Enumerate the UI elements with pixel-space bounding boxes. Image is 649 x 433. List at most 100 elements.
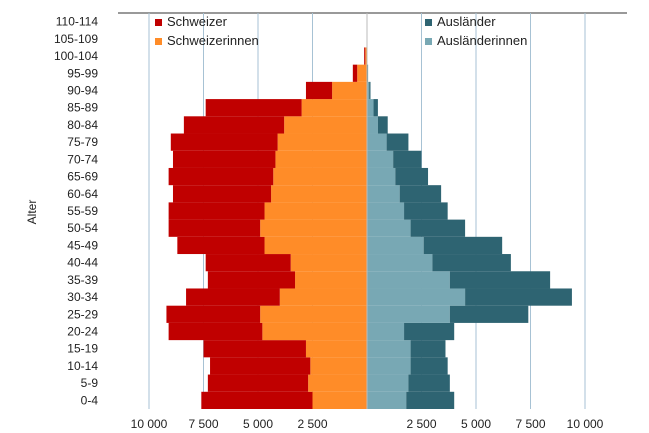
bar-auslaender-55-59 xyxy=(404,202,448,220)
bar-schweizer-15-19 xyxy=(203,340,306,358)
bar-auslaender-30-34 xyxy=(465,288,572,306)
bar-schweizerinnen-95-99 xyxy=(357,64,367,82)
legend-label: Ausländerinnen xyxy=(437,33,527,48)
bar-auslaender-80-84 xyxy=(377,116,388,134)
age-label: 95-99 xyxy=(67,66,98,80)
bar-auslaender-5-9 xyxy=(408,374,450,392)
bar-auslaenderinnen-5-9 xyxy=(367,374,409,392)
x-tick-labels: 10 000 7 500 5 000 2 500 2 500 5 000 7 500 10 0… xyxy=(131,417,604,431)
bar-auslaenderinnen-50-54 xyxy=(367,219,411,237)
bar-schweizerinnen-65-69 xyxy=(273,167,367,186)
bar-auslaenderinnen-75-79 xyxy=(367,133,387,151)
bar-schweizer-10-14 xyxy=(210,357,311,375)
age-label: 40-44 xyxy=(67,256,98,270)
age-label: 20-24 xyxy=(67,325,98,339)
bar-auslaenderinnen-30-34 xyxy=(367,288,466,306)
bar-schweizer-75-79 xyxy=(170,133,278,151)
age-label: 0-4 xyxy=(81,393,99,407)
bar-schweizerinnen-75-79 xyxy=(277,133,367,151)
bar-schweizerinnen-0-4 xyxy=(312,391,367,409)
bar-schweizerinnen-90-94 xyxy=(332,81,367,100)
bar-schweizerinnen-20-24 xyxy=(262,322,367,341)
bar-schweizerinnen-15-19 xyxy=(305,340,367,358)
age-label: 105-109 xyxy=(54,32,98,46)
x-tick-label: 2 500 xyxy=(406,417,436,431)
bar-schweizer-40-44 xyxy=(205,254,291,272)
bar-schweizer-70-74 xyxy=(172,150,276,168)
bar-schweizerinnen-30-34 xyxy=(279,288,367,306)
legend-swatch xyxy=(425,19,432,26)
bar-schweizer-35-39 xyxy=(207,271,296,289)
bar-schweizerinnen-85-89 xyxy=(301,99,367,117)
bar-auslaenderinnen-25-29 xyxy=(367,305,450,323)
x-tick-label: 7 500 xyxy=(515,417,545,431)
legend-label: Schweizerinnen xyxy=(167,33,259,48)
bar-schweizer-25-29 xyxy=(166,305,261,323)
bar-schweizer-80-84 xyxy=(183,116,285,134)
bar-schweizer-60-64 xyxy=(172,185,272,203)
age-label: 65-69 xyxy=(67,170,98,184)
legend-label: Schweizer xyxy=(167,14,228,29)
x-tick-label: 10 000 xyxy=(567,417,604,431)
bar-auslaender-45-49 xyxy=(423,236,503,255)
bar-schweizerinnen-70-74 xyxy=(275,150,367,168)
bar-schweizer-0-4 xyxy=(201,391,313,409)
legend-swatch xyxy=(155,38,162,45)
bar-schweizerinnen-35-39 xyxy=(295,271,367,289)
bar-auslaender-70-74 xyxy=(393,150,422,168)
bar-schweizer-50-54 xyxy=(168,219,261,237)
bar-auslaenderinnen-10-14 xyxy=(367,357,411,375)
x-tick-label: 10 000 xyxy=(131,417,168,431)
bar-schweizer-55-59 xyxy=(168,202,265,220)
bar-schweizer-5-9 xyxy=(207,374,309,392)
bar-schweizerinnen-40-44 xyxy=(290,254,367,272)
bar-auslaenderinnen-45-49 xyxy=(367,236,424,255)
bar-auslaenderinnen-60-64 xyxy=(367,185,400,203)
age-label: 100-104 xyxy=(54,49,98,63)
bars xyxy=(166,13,572,409)
age-label: 35-39 xyxy=(67,273,98,287)
bar-auslaenderinnen-80-84 xyxy=(367,116,378,134)
bar-auslaender-10-14 xyxy=(410,357,448,375)
legend: Schweizer Schweizerinnen Ausländer Auslände… xyxy=(155,14,527,48)
bar-auslaender-90-94 xyxy=(369,81,371,100)
bar-auslaenderinnen-65-69 xyxy=(367,167,396,186)
bar-schweizerinnen-60-64 xyxy=(271,185,367,203)
bar-schweizer-85-89 xyxy=(205,99,302,117)
bar-auslaender-40-44 xyxy=(432,254,511,272)
bar-schweizerinnen-45-49 xyxy=(264,236,367,255)
bar-schweizerinnen-50-54 xyxy=(260,219,367,237)
bar-auslaender-60-64 xyxy=(399,185,442,203)
bar-auslaenderinnen-90-94 xyxy=(367,81,370,100)
y-axis-title: Alter xyxy=(25,200,39,225)
bar-auslaenderinnen-35-39 xyxy=(367,271,450,289)
bar-auslaender-25-29 xyxy=(449,305,529,323)
bar-schweizer-45-49 xyxy=(177,236,265,255)
age-label: 45-49 xyxy=(67,238,98,252)
bar-auslaenderinnen-15-19 xyxy=(367,340,411,358)
bar-schweizerinnen-100-104 xyxy=(365,47,367,65)
bar-auslaender-15-19 xyxy=(410,340,446,358)
age-label: 25-29 xyxy=(67,307,98,321)
age-label: 55-59 xyxy=(67,204,98,218)
age-label: 50-54 xyxy=(67,221,98,235)
bar-auslaender-50-54 xyxy=(410,219,466,237)
legend-label: Ausländer xyxy=(437,14,496,29)
bar-schweizer-95-99 xyxy=(352,64,358,82)
bar-auslaender-85-89 xyxy=(373,99,378,117)
x-tick-label: 5 000 xyxy=(461,417,491,431)
bar-auslaenderinnen-0-4 xyxy=(367,391,407,409)
x-tick-label: 7 500 xyxy=(188,417,218,431)
bar-schweizer-30-34 xyxy=(186,288,280,306)
bar-schweizer-65-69 xyxy=(168,167,274,186)
legend-swatch xyxy=(425,38,432,45)
x-tick-label: 2 500 xyxy=(297,417,327,431)
bar-auslaender-75-79 xyxy=(386,133,409,151)
age-group-labels: 0-4 5-9 10-14 15-19 20-24 25-29 30-34 35-39 40-4… xyxy=(54,15,98,408)
bar-auslaender-20-24 xyxy=(404,322,455,341)
x-tick-label: 5 000 xyxy=(243,417,273,431)
age-label: 5-9 xyxy=(81,376,99,390)
bar-auslaenderinnen-85-89 xyxy=(367,99,374,117)
bar-schweizer-90-94 xyxy=(305,81,333,100)
